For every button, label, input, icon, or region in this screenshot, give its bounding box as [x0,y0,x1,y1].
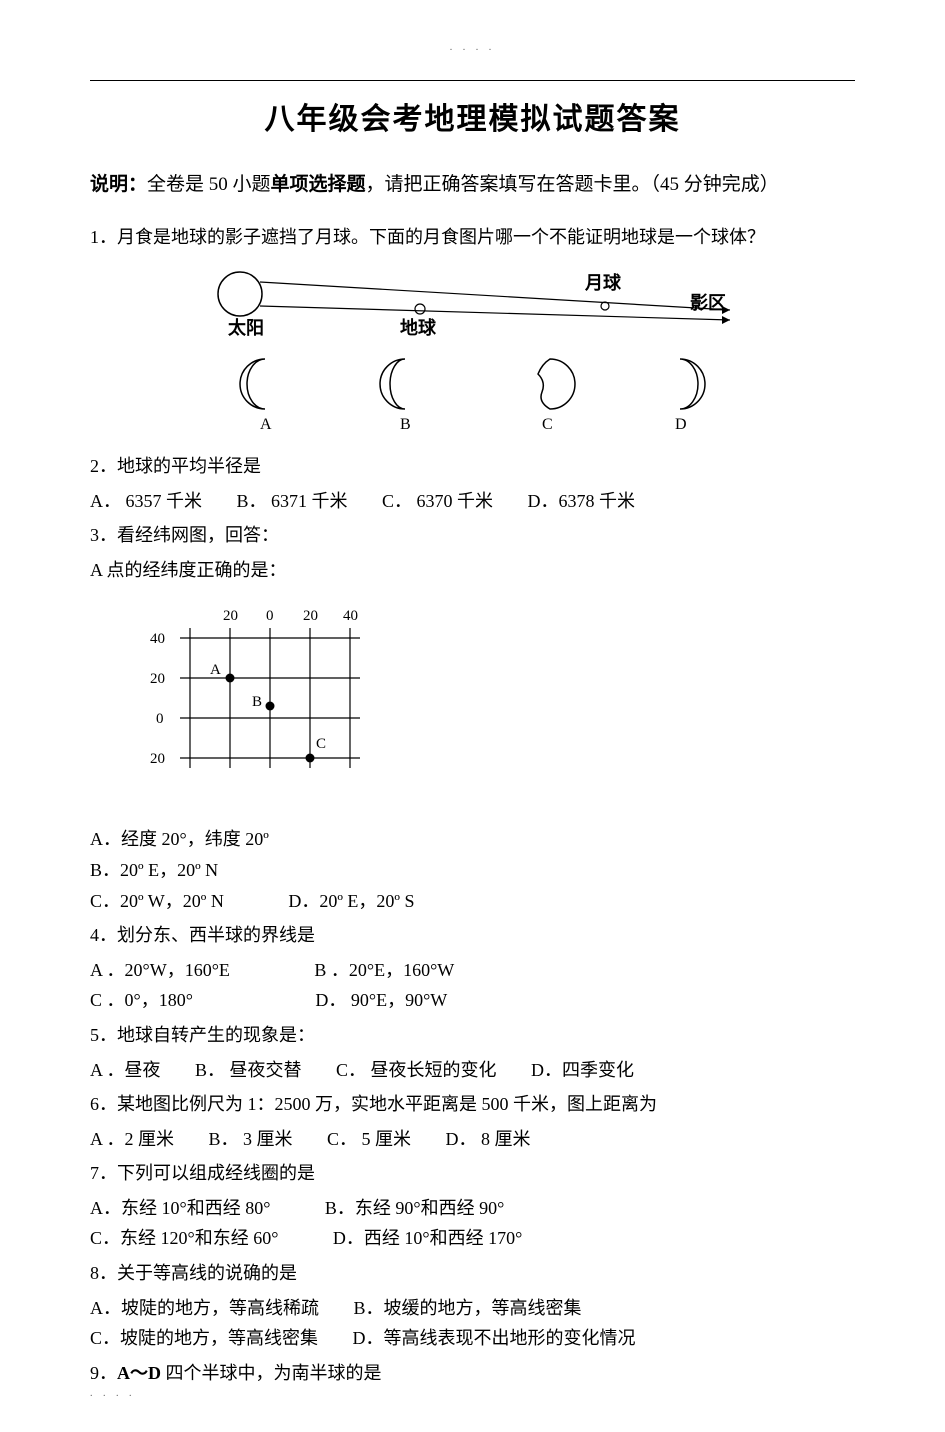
q2-opt-a: A． 6357 千米 [90,486,202,517]
grid-xlabel-2: 20 [303,608,318,624]
grid-ylabel-1: 20 [150,671,165,687]
grid-xlabel-0: 20 [223,608,238,624]
question-3-sub: A 点的经纬度正确的是： [90,555,855,586]
question-2: 2．地球的平均半径是 [90,451,855,482]
question-5: 5．地球自转产生的现象是： [90,1020,855,1051]
q6-opt-d: D． 8 厘米 [446,1124,531,1155]
q9-text-part1: 9． [90,1363,117,1383]
option-a-label: A [260,416,272,433]
sun-label: 太阳 [228,317,264,338]
sun-icon [218,272,262,316]
grid-xlabel-3: 40 [343,608,358,624]
q2-opt-d: D．6378 千米 [528,486,636,517]
question-7: 7．下列可以组成经线圈的是 [90,1158,855,1189]
question-2-options: A． 6357 千米 B． 6371 千米 C． 6370 千米 D．6378 … [90,486,855,517]
instructions-label: 说明： [90,174,147,195]
point-c [306,753,315,762]
q8-opts-cd: C．坡陡的地方，等高线密集 D．等高线表现不出地形的变化情况 [90,1323,855,1354]
q7-opts-ab: A．东经 10°和西经 80° B．东经 90°和西经 90° [90,1193,855,1224]
option-d-shape: D [675,359,705,433]
q5-opt-a: A ．昼夜 [90,1055,161,1086]
point-a [226,673,235,682]
option-c-shape: C [538,359,575,433]
instructions-bold: 单项选择题 [271,174,366,195]
q7-opt-d: D．西经 10°和西经 170° [333,1223,522,1254]
earth-label: 地球 [400,317,437,338]
q7-opt-b: B．东经 90°和西经 90° [325,1193,504,1224]
point-b-label: B [252,694,262,710]
q6-opt-b: B． 3 厘米 [209,1124,293,1155]
grid-ylabel-2: 0 [156,711,164,727]
q4-opts-ab: A ．20°W，160°E B ．20°E，160°W [90,955,855,986]
header-dots: . . . . [90,40,855,56]
point-c-label: C [316,736,326,752]
q4-opts-cd: C ．0°，180° D． 90°E，90°W [90,985,855,1016]
option-a-shape: A [240,359,272,433]
grid-ylabel-0: 40 [150,631,165,647]
option-b-label: B [400,416,411,433]
earth-icon [415,304,425,314]
q7-opts-cd: C．东经 120°和东经 60° D．西经 10°和西经 170° [90,1223,855,1254]
question-8: 8．关于等高线的说确的是 [90,1258,855,1289]
page-title: 八年级会考地理模拟试题答案 [90,96,855,144]
option-b-shape: B [380,359,411,433]
option-d-label: D [675,416,687,433]
q5-opt-c: C． 昼夜长短的变化 [336,1055,497,1086]
footer-dots: . . . . [90,1386,136,1402]
q4-opt-c: C ．0°，180° [90,985,193,1016]
q4-opt-a: A ．20°W，160°E [90,955,230,986]
question-1: 1．月食是地球的影子遮挡了月球。下面的月食图片哪一个不能证明地球是一个球体？ [90,222,855,253]
question-3: 3．看经纬网图，回答： [90,520,855,551]
grid-ylabel-3: 20 [150,751,165,767]
question-6: 6．某地图比例尺为 1：2500 万，实地水平距离是 500 千米，图上距离为 [90,1089,855,1120]
q4-opt-d: D． 90°E，90°W [315,985,447,1016]
q9-text-part2: 四个半球中，为南半球的是 [161,1363,382,1383]
option-c-label: C [542,416,553,433]
grid-xlabel-1: 0 [266,608,274,624]
latlong-grid: 20 0 20 40 40 20 0 20 A B C [110,598,855,817]
question-6-options: A ．2 厘米 B． 3 厘米 C． 5 厘米 D． 8 厘米 [90,1124,855,1155]
point-b [266,701,275,710]
point-a-label: A [210,662,221,678]
q7-opt-a: A．东经 10°和西经 80° [90,1193,270,1224]
q2-opt-c: C． 6370 千米 [382,486,493,517]
question-4: 4．划分东、西半球的界线是 [90,920,855,951]
question-5-options: A ．昼夜 B． 昼夜交替 C． 昼夜长短的变化 D．四季变化 [90,1055,855,1086]
top-rule [90,80,855,81]
q8-opt-d: D．等高线表现不出地形的变化情况 [353,1323,636,1354]
q3-opts-cd: C．20º W，20º N D．20º E，20º S [90,886,855,917]
q6-opt-a: A ．2 厘米 [90,1124,174,1155]
q8-opt-a: A．坡陡的地方，等高线稀疏 [90,1293,319,1324]
moon-label: 月球 [584,273,622,293]
instructions: 说明：全卷是 50 小题单项选择题，请把正确答案填写在答题卡里。（45 分钟完成… [90,164,855,206]
q3-opt-a: A．经度 20°，纬度 20º [90,824,855,855]
q8-opt-b: B．坡缓的地方，等高线密集 [354,1293,582,1324]
q6-opt-c: C． 5 厘米 [327,1124,411,1155]
q8-opts-ab: A．坡陡的地方，等高线稀疏 B．坡缓的地方，等高线密集 [90,1293,855,1324]
instructions-p1: 全卷是 50 小题 [147,174,271,195]
eclipse-diagram: 太阳 地球 月球 影区 A B C D [190,264,855,443]
question-9: 9．A～D 四个半球中，为南半球的是 [90,1358,855,1389]
q3-opt-b: B．20º E，20º N [90,855,855,886]
q5-opt-d: D．四季变化 [531,1055,634,1086]
q9-bold: A～D [117,1363,161,1383]
q2-opt-b: B． 6371 千米 [237,486,348,517]
q4-opt-b: B ．20°E，160°W [314,955,454,986]
q5-opt-b: B． 昼夜交替 [195,1055,302,1086]
q8-opt-c: C．坡陡的地方，等高线密集 [90,1323,318,1354]
q7-opt-c: C．东经 120°和东经 60° [90,1223,278,1254]
instructions-p2: ，请把正确答案填写在答题卡里。（45 分钟完成） [366,174,779,195]
q3-opt-c: C．20º W，20º N [90,886,224,917]
q3-opt-d: D．20º E，20º S [288,886,414,917]
